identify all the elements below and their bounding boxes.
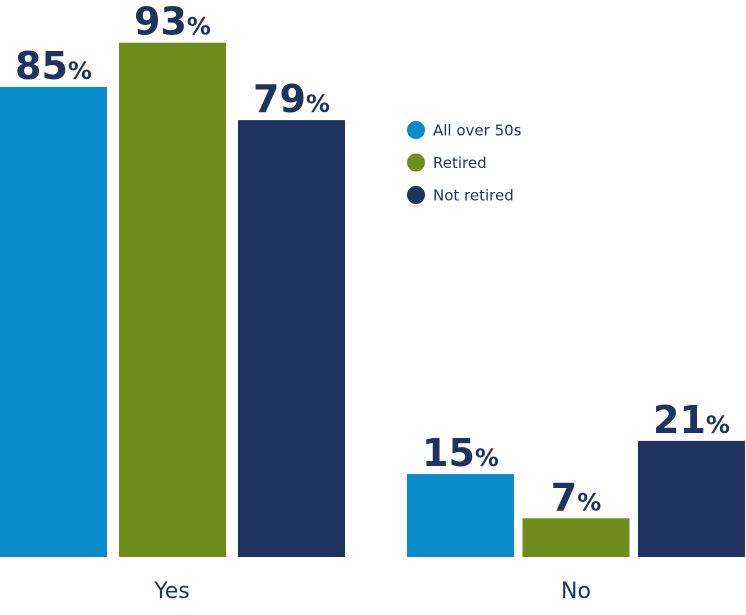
- bar-no-all-over-50s: [407, 474, 514, 557]
- bar-no-retired: [522, 518, 630, 557]
- data-label: 93%: [134, 0, 211, 44]
- bar-yes-not-retired: [238, 120, 345, 557]
- legend-label: Not retired: [433, 187, 514, 205]
- category-label-no: No: [561, 579, 591, 604]
- bar-yes-retired: [119, 42, 226, 557]
- data-label: 7%: [551, 475, 602, 519]
- data-label: 79%: [253, 77, 330, 121]
- data-label: 85%: [15, 44, 92, 88]
- bar-no-not-retired: [638, 440, 745, 557]
- legend-swatch: [407, 153, 425, 172]
- legend-label: All over 50s: [433, 122, 522, 140]
- legend-label: Retired: [433, 154, 487, 172]
- legend-swatch: [407, 121, 425, 139]
- data-label: 15%: [422, 431, 499, 475]
- legend-swatch: [407, 186, 425, 204]
- legend: All over 50s Retired Not retired: [407, 121, 522, 205]
- data-label: 21%: [653, 398, 730, 442]
- category-label-yes: Yes: [153, 579, 190, 604]
- bar-yes-all-over-50s: [0, 86, 107, 557]
